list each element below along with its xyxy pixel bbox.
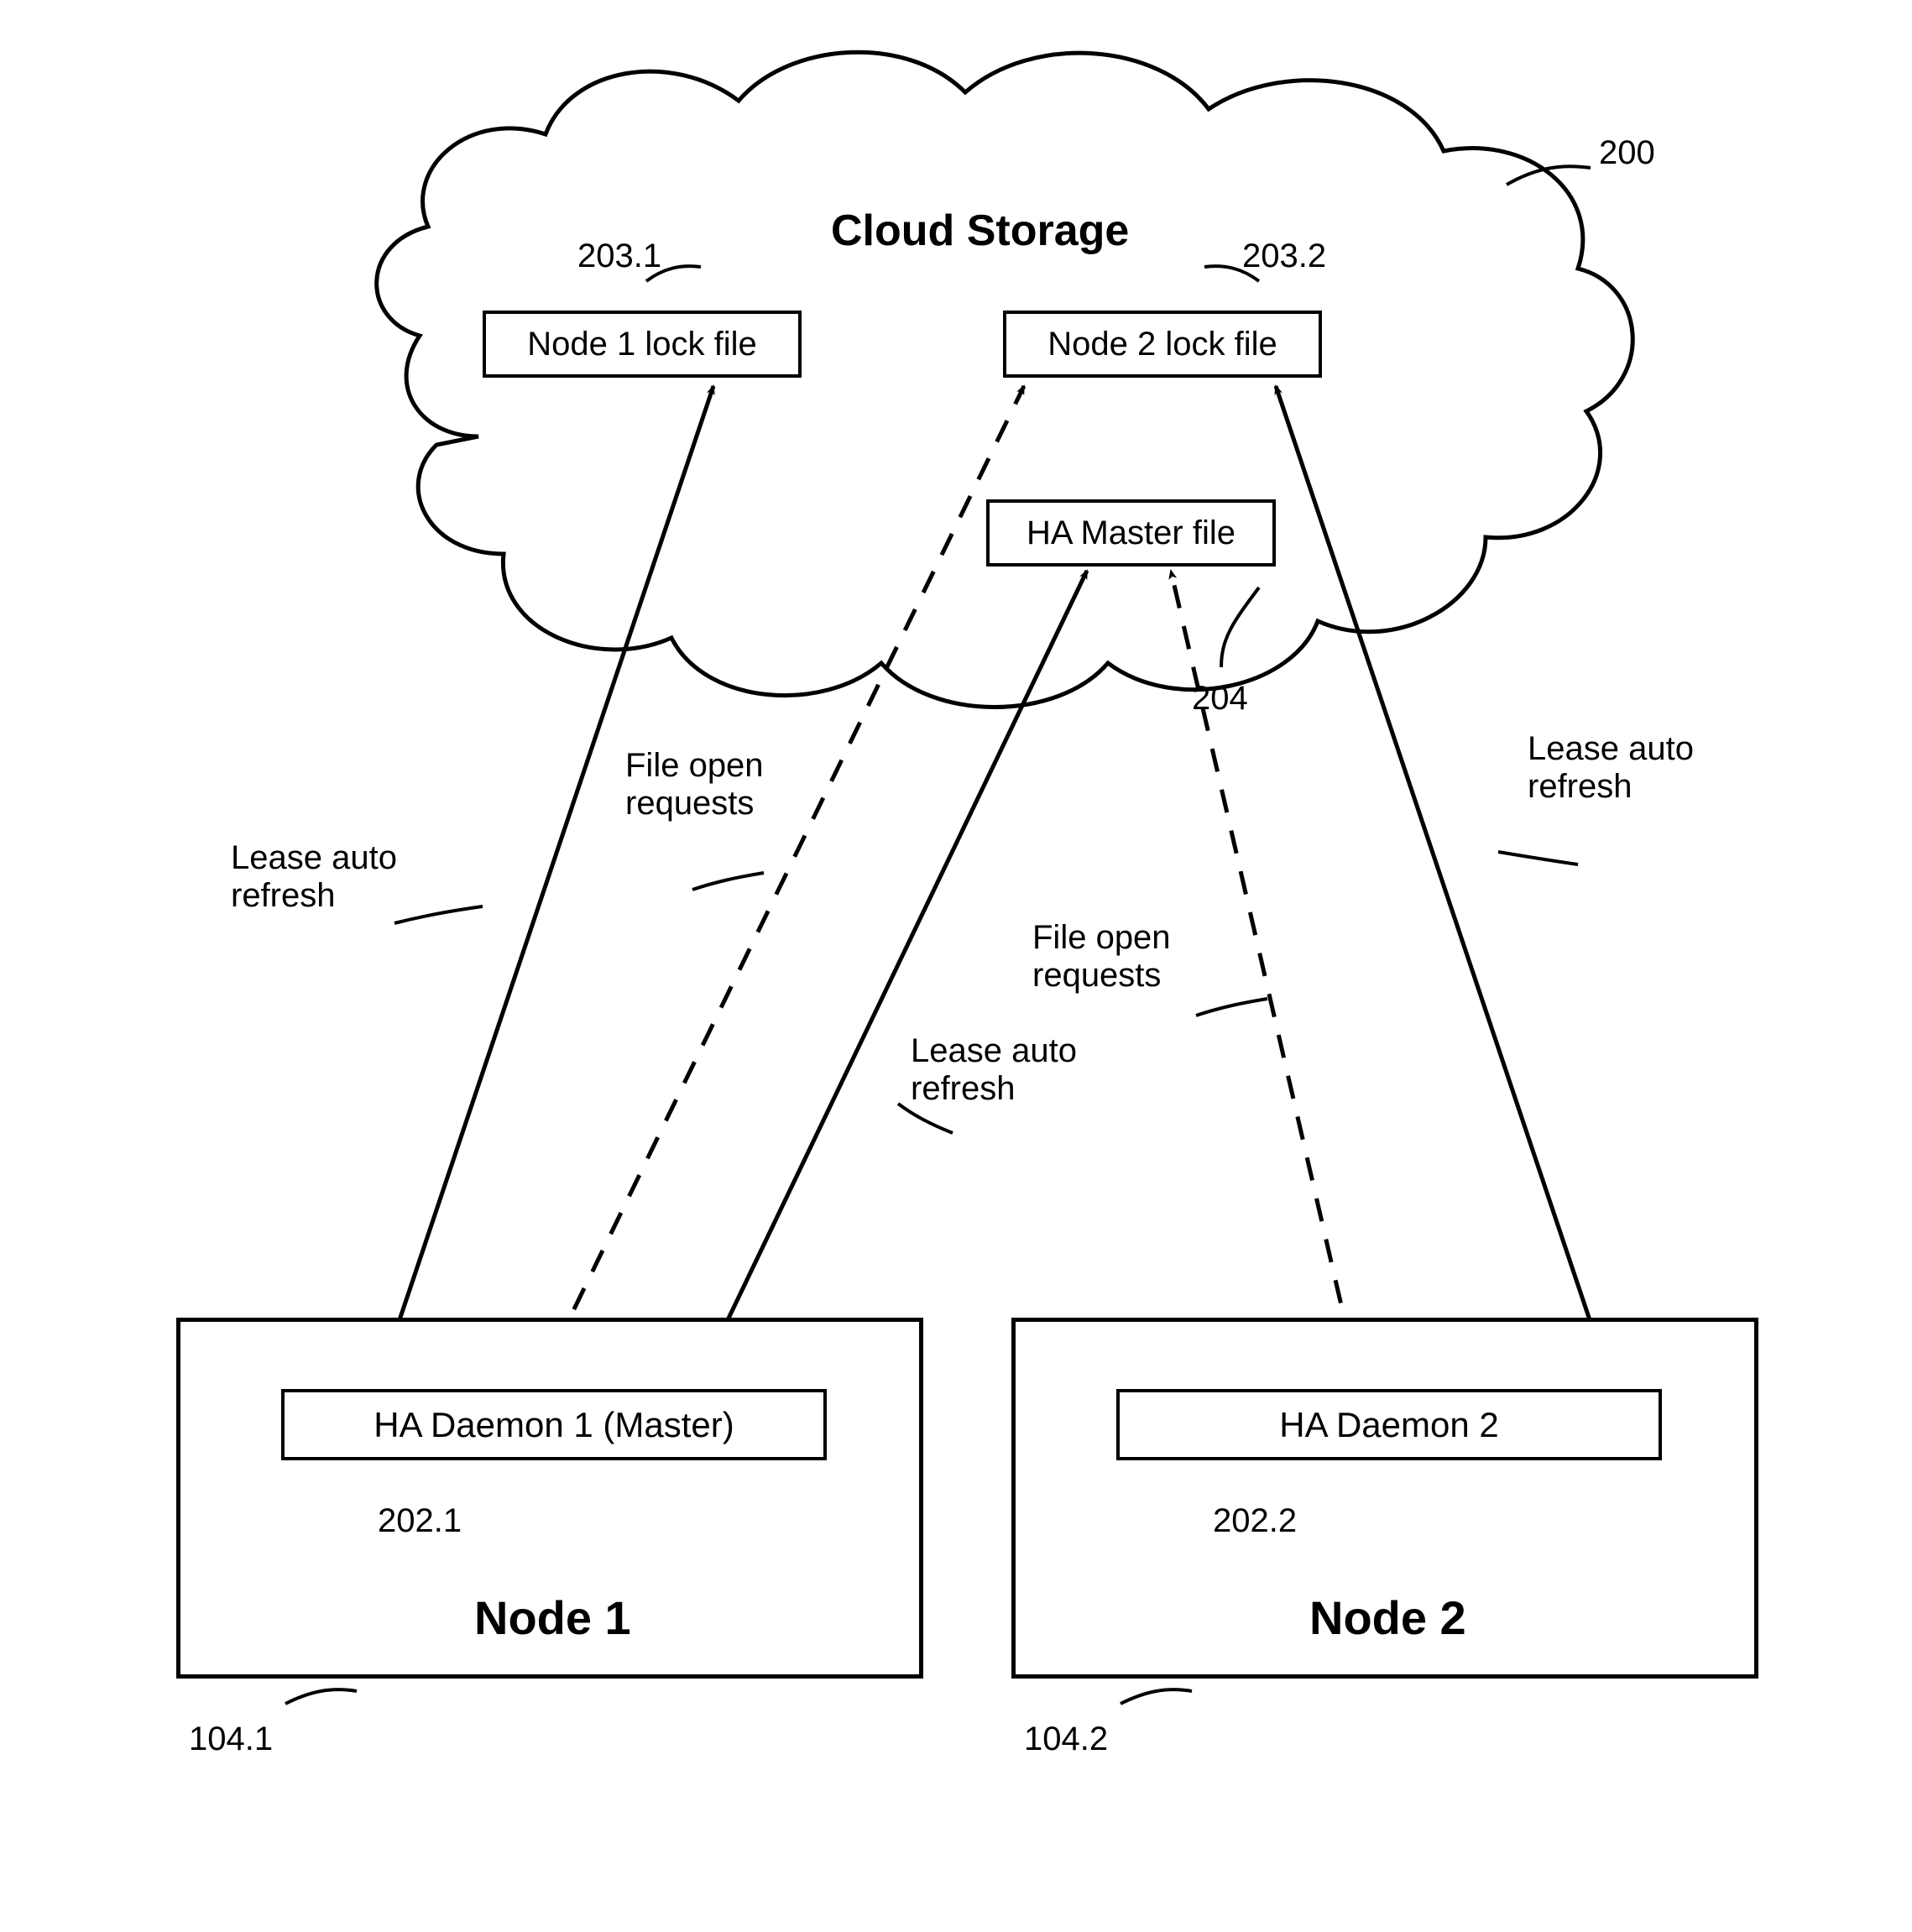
ref-104-1: 104.1 <box>189 1721 273 1758</box>
leader-104-1 <box>285 1689 357 1704</box>
ref-203-2: 203.2 <box>1242 238 1326 275</box>
cloud-outline <box>377 52 1633 707</box>
leader-fopen-right <box>1196 999 1267 1016</box>
ref-202-1: 202.1 <box>378 1502 462 1540</box>
box-masterfile: HA Master file <box>986 499 1276 567</box>
leader-fopen-left <box>692 873 764 890</box>
node1-title: Node 1 <box>474 1590 631 1645</box>
leader-lease-right <box>1498 852 1578 864</box>
daemon1-text: HA Daemon 1 (Master) <box>374 1405 734 1445</box>
daemon2-text: HA Daemon 2 <box>1279 1405 1498 1445</box>
lockfile1-text: Node 1 lock file <box>527 326 756 363</box>
ref-203-1: 203.1 <box>577 238 661 275</box>
daemon1-box: HA Daemon 1 (Master) <box>281 1389 827 1460</box>
ref-104-2: 104.2 <box>1024 1721 1108 1758</box>
ref-200: 200 <box>1599 134 1655 172</box>
label-lease-right: Lease auto refresh <box>1528 730 1694 806</box>
box-lockfile1: Node 1 lock file <box>483 311 802 378</box>
ref-202-2: 202.2 <box>1213 1502 1297 1540</box>
leader-204 <box>1221 587 1259 667</box>
leader-200 <box>1507 166 1591 185</box>
ref-204: 204 <box>1192 680 1248 718</box>
lockfile2-text: Node 2 lock file <box>1047 326 1277 363</box>
arrow-node2-lock2 <box>1276 386 1612 1385</box>
label-lease-left: Lease auto refresh <box>231 839 397 915</box>
label-lease-mid: Lease auto refresh <box>911 1032 1077 1108</box>
arrow-node1-lock2 <box>537 386 1024 1385</box>
leader-lease-left <box>394 906 483 923</box>
label-fopen-left: File open requests <box>625 747 764 822</box>
box-lockfile2: Node 2 lock file <box>1003 311 1322 378</box>
masterfile-text: HA Master file <box>1027 514 1235 552</box>
arrow-node1-lock1 <box>378 386 713 1385</box>
node2-title: Node 2 <box>1309 1590 1466 1645</box>
leader-104-2 <box>1121 1689 1192 1704</box>
leader-lease-mid <box>898 1104 953 1133</box>
daemon2-box: HA Daemon 2 <box>1116 1389 1662 1460</box>
node2-box: HA Daemon 2 Node 2 <box>1011 1318 1758 1679</box>
arrow-node1-master <box>697 571 1087 1385</box>
label-fopen-right: File open requests <box>1032 919 1171 995</box>
diagram-canvas: Cloud Storage 200 Node 1 lock file 203.1… <box>0 0 1912 1932</box>
cloud-title: Cloud Storage <box>831 206 1129 256</box>
node1-box: HA Daemon 1 (Master) Node 1 <box>176 1318 923 1679</box>
